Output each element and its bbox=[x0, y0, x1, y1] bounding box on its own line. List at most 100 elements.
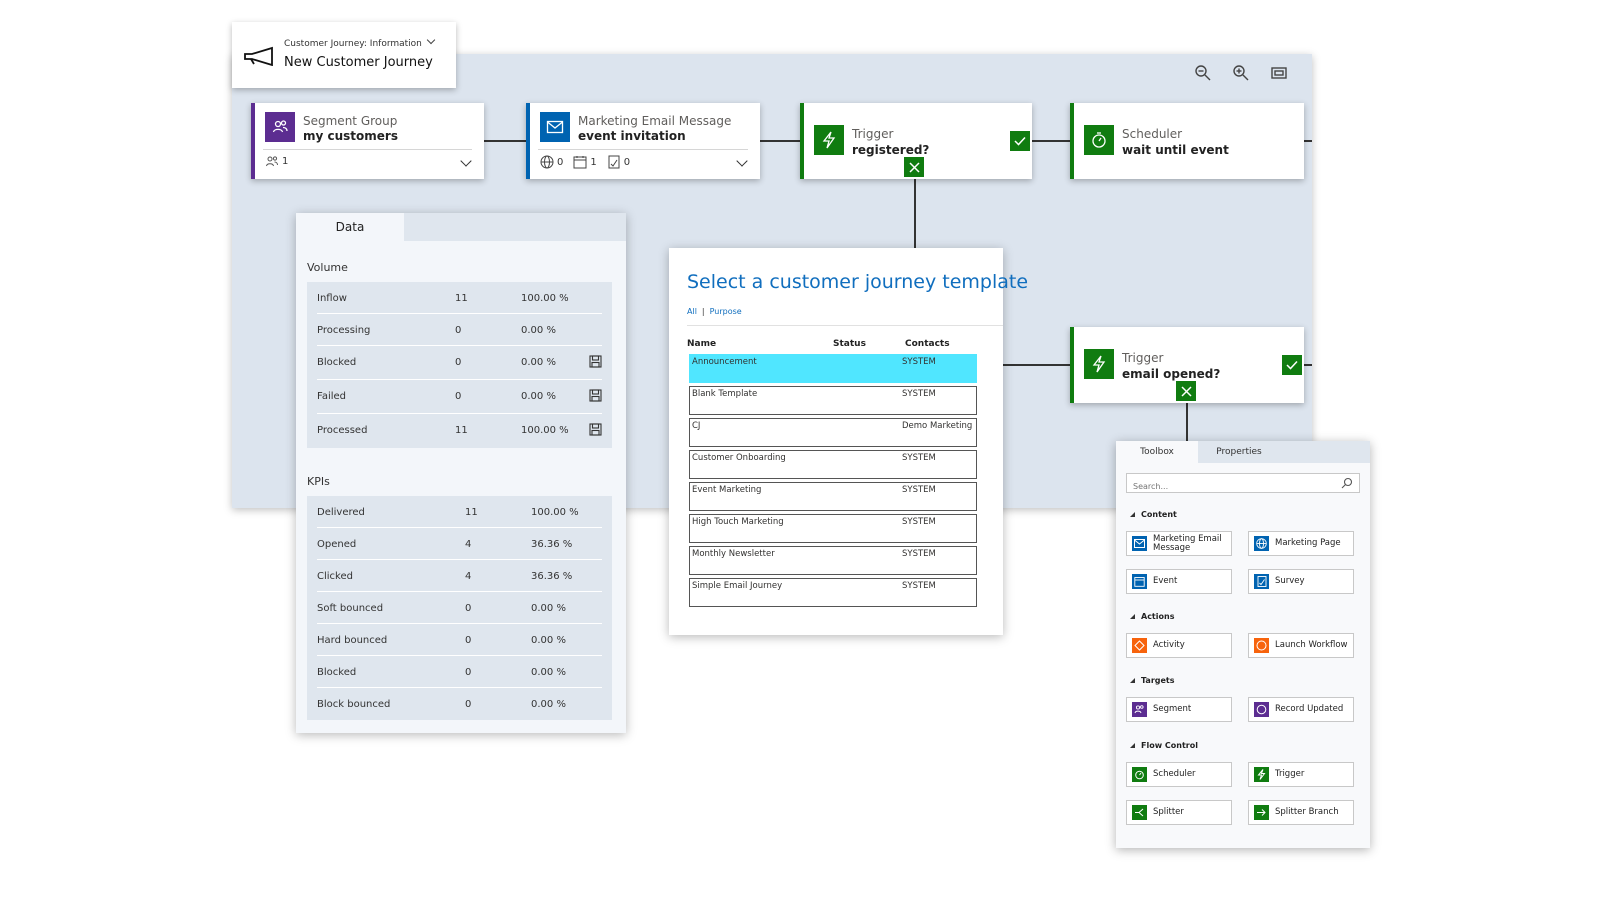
table-row[interactable]: Event Marketing SYSTEM bbox=[689, 482, 977, 511]
save-icon[interactable] bbox=[589, 355, 602, 368]
tile-scheduler[interactable]: Scheduler wait until event bbox=[1070, 103, 1304, 179]
stat-percent: 0.00 % bbox=[531, 603, 566, 614]
breadcrumb[interactable]: Customer Journey: Information bbox=[284, 35, 436, 49]
timer-icon bbox=[1084, 125, 1114, 155]
stat-percent: 0.00 % bbox=[531, 635, 566, 646]
toolbox-item-marketing-page[interactable]: Marketing Page bbox=[1248, 531, 1354, 556]
toolbox-panel: Toolbox Properties Content Marketing Ema… bbox=[1116, 441, 1370, 848]
template-name: Announcement bbox=[692, 357, 757, 367]
stat-count: 0 bbox=[465, 667, 472, 678]
tab-data[interactable]: Data bbox=[296, 213, 404, 241]
connector-line bbox=[484, 140, 526, 142]
zoom-out-icon[interactable] bbox=[1194, 64, 1212, 82]
section-content[interactable]: Content bbox=[1130, 510, 1177, 519]
stat-name: Inflow bbox=[317, 293, 347, 304]
chevron-down-icon[interactable] bbox=[426, 35, 436, 45]
section-targets[interactable]: Targets bbox=[1130, 676, 1175, 685]
stat-count: 4 bbox=[465, 539, 472, 550]
tab-properties[interactable]: Properties bbox=[1216, 447, 1262, 457]
lightning-icon bbox=[1084, 349, 1114, 379]
survey-icon bbox=[608, 155, 620, 169]
toolbox-item-scheduler[interactable]: Scheduler bbox=[1126, 762, 1232, 787]
search-icon[interactable] bbox=[1341, 477, 1353, 489]
template-contact: SYSTEM bbox=[902, 357, 936, 367]
toolbox-search[interactable] bbox=[1126, 473, 1360, 496]
toolbox-item-label: Trigger bbox=[1275, 769, 1305, 779]
save-icon[interactable] bbox=[589, 389, 602, 402]
record-icon bbox=[1254, 702, 1269, 717]
column-header-contacts[interactable]: Contacts bbox=[905, 339, 950, 349]
tile-marketing-email[interactable]: Marketing Email Message event invitation… bbox=[526, 103, 760, 179]
column-header-status[interactable]: Status bbox=[833, 339, 866, 349]
tab-toolbox[interactable]: Toolbox bbox=[1116, 441, 1198, 463]
email-icon bbox=[540, 112, 570, 142]
template-contact: SYSTEM bbox=[902, 549, 936, 559]
breadcrumb-label: Customer Journey: Information bbox=[284, 39, 422, 49]
table-row: Delivered 11 100.00 % bbox=[317, 496, 602, 528]
save-icon[interactable] bbox=[589, 423, 602, 436]
table-row[interactable]: Announcement SYSTEM bbox=[689, 354, 977, 383]
member-count-value: 1 bbox=[282, 156, 289, 167]
zoom-in-icon[interactable] bbox=[1232, 64, 1250, 82]
megaphone-icon bbox=[244, 46, 273, 66]
table-row: Block bounced 0 0.00 % bbox=[317, 688, 602, 720]
workflow-icon bbox=[1254, 638, 1269, 653]
toolbox-item-segment[interactable]: Segment bbox=[1126, 697, 1232, 722]
calendar-icon bbox=[573, 156, 587, 169]
table-row: Processing 0 0.00 % bbox=[317, 314, 602, 346]
tile-type-label: Trigger bbox=[1122, 351, 1164, 365]
toolbox-item-label: Scheduler bbox=[1153, 769, 1196, 779]
toolbox-item-activity[interactable]: Activity bbox=[1126, 633, 1232, 658]
collapse-icon[interactable] bbox=[1130, 512, 1135, 517]
collapse-icon[interactable] bbox=[1130, 678, 1135, 683]
toolbox-item-event[interactable]: Event bbox=[1126, 569, 1232, 594]
toolbox-item-trigger[interactable]: Trigger bbox=[1248, 762, 1354, 787]
toolbox-item-launch-workflow[interactable]: Launch Workflow bbox=[1248, 633, 1354, 658]
section-flow-control[interactable]: Flow Control bbox=[1130, 741, 1198, 750]
tile-trigger-registered[interactable]: Trigger registered? bbox=[800, 103, 1032, 179]
table-row[interactable]: Customer Onboarding SYSTEM bbox=[689, 450, 977, 479]
toolbox-item-record-updated[interactable]: Record Updated bbox=[1248, 697, 1354, 722]
stat-percent: 0.00 % bbox=[521, 357, 556, 368]
close-icon[interactable] bbox=[1176, 381, 1196, 401]
table-row[interactable]: Monthly Newsletter SYSTEM bbox=[689, 546, 977, 575]
tile-value: registered? bbox=[852, 143, 930, 157]
connector-line bbox=[914, 176, 916, 248]
close-icon[interactable] bbox=[904, 157, 924, 177]
calendar-icon bbox=[1132, 574, 1147, 589]
toolbox-item-marketing-email[interactable]: Marketing Email Message bbox=[1126, 531, 1232, 556]
column-header-name[interactable]: Name bbox=[687, 339, 717, 349]
filter-all[interactable]: All bbox=[687, 307, 697, 316]
collapse-icon[interactable] bbox=[1130, 614, 1135, 619]
survey-icon bbox=[1254, 574, 1269, 589]
chevron-down-icon[interactable] bbox=[736, 155, 748, 167]
toolbox-item-splitter-branch[interactable]: Splitter Branch bbox=[1248, 800, 1354, 825]
tile-segment-group[interactable]: Segment Group my customers 1 bbox=[251, 103, 484, 179]
connector-line bbox=[1003, 364, 1070, 366]
search-input[interactable] bbox=[1127, 477, 1327, 496]
tile-divider bbox=[538, 149, 748, 150]
table-row: Blocked 0 0.00 % bbox=[317, 656, 602, 688]
collapse-icon[interactable] bbox=[1130, 743, 1135, 748]
tile-accent bbox=[526, 103, 530, 179]
fit-to-screen-icon[interactable] bbox=[1270, 64, 1288, 82]
event-count: 1 bbox=[573, 155, 597, 169]
chevron-down-icon[interactable] bbox=[460, 155, 472, 167]
toolbox-item-splitter[interactable]: Splitter bbox=[1126, 800, 1232, 825]
check-icon[interactable] bbox=[1010, 131, 1030, 151]
table-row[interactable]: CJ Demo Marketing bbox=[689, 418, 977, 447]
table-row[interactable]: High Touch Marketing SYSTEM bbox=[689, 514, 977, 543]
globe-icon bbox=[1254, 536, 1269, 551]
connector-line bbox=[1304, 140, 1312, 142]
check-icon[interactable] bbox=[1282, 355, 1302, 375]
tile-trigger-email-opened[interactable]: Trigger email opened? bbox=[1070, 327, 1304, 403]
table-row[interactable]: Blank Template SYSTEM bbox=[689, 386, 977, 415]
section-title: Content bbox=[1141, 510, 1177, 519]
toolbox-item-survey[interactable]: Survey bbox=[1248, 569, 1354, 594]
section-actions[interactable]: Actions bbox=[1130, 612, 1174, 621]
template-picker: Select a customer journey template All | P… bbox=[669, 248, 1028, 635]
connector-line bbox=[1032, 140, 1070, 142]
stat-name: Soft bounced bbox=[317, 603, 384, 614]
filter-purpose[interactable]: Purpose bbox=[709, 307, 742, 316]
table-row[interactable]: Simple Email Journey SYSTEM bbox=[689, 578, 977, 607]
